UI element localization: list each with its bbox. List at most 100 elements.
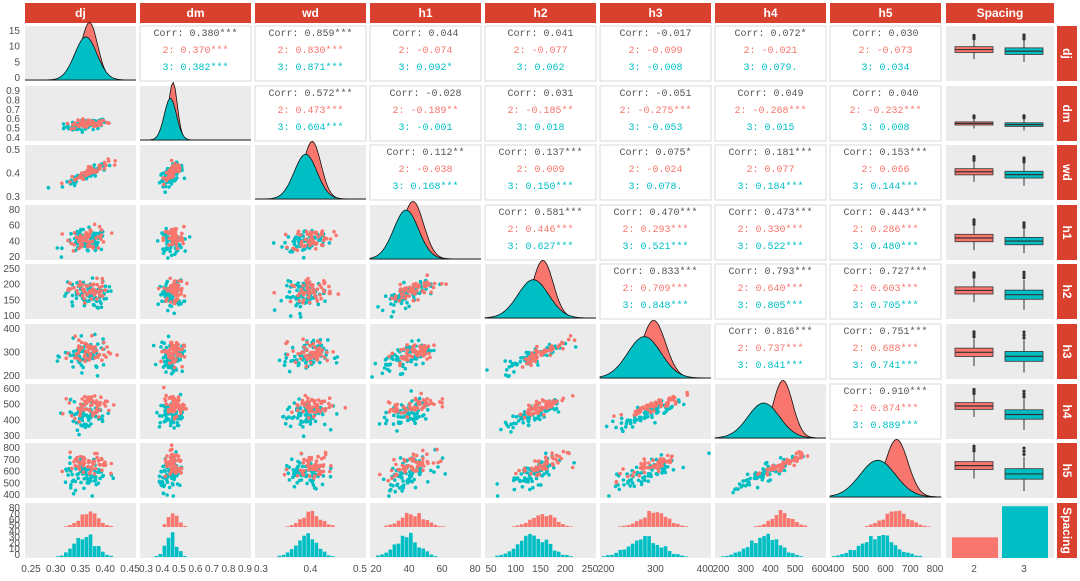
scatter-point (59, 255, 64, 259)
scatter-point (288, 314, 293, 318)
scatter-point (83, 394, 87, 399)
scatter-point (399, 348, 403, 352)
scatter-point (158, 420, 163, 425)
scatter-point (290, 250, 295, 254)
x-tick-label: 0.40 (96, 564, 116, 575)
scatter-point (168, 448, 173, 453)
panel-h2-h4: Corr: 0.793***2: 0.640***3: 0.805*** (714, 263, 827, 320)
histogram-bar (64, 552, 68, 557)
scatter-point (378, 472, 382, 477)
scatter-point (93, 174, 98, 178)
scatter-point (556, 410, 561, 414)
scatter-point (495, 482, 500, 486)
scatter-point (71, 365, 75, 369)
strip-top-dj: dj (25, 3, 136, 23)
scatter-point (96, 289, 101, 294)
scatter-point (159, 483, 164, 488)
scatter-point (626, 474, 630, 479)
scatter-point (63, 480, 68, 485)
histogram-bar (552, 550, 557, 557)
scatter-point (787, 458, 791, 463)
scatter-point (95, 297, 99, 301)
corr-value: Corr: 0.153*** (843, 147, 927, 159)
density-3 (484, 279, 596, 319)
scatter-point (92, 459, 97, 464)
scatter-point (387, 410, 392, 414)
x-tick-label: 0.3 (139, 564, 153, 575)
scatter-point (66, 473, 70, 477)
scatter-point (402, 410, 407, 415)
x-tick-label: 500 (852, 564, 869, 575)
y-tick-label: 0.5 (6, 124, 20, 135)
scatter-point (304, 229, 309, 234)
scatter-point (551, 456, 555, 461)
scatter-point (160, 231, 164, 235)
scatter-point (162, 483, 167, 488)
histogram-bar (499, 554, 503, 557)
histogram-bar (396, 543, 401, 557)
scatter-point (282, 363, 287, 368)
scatter-point (416, 402, 421, 406)
scatter-point (304, 348, 309, 352)
scatter-point (98, 294, 102, 298)
histogram-bar (84, 514, 89, 527)
scatter-point (180, 347, 184, 352)
y-tick-label: 0.4 (6, 169, 20, 180)
scatter-point (507, 374, 511, 378)
scatter-point (288, 424, 293, 429)
panel-wd-wd (255, 140, 366, 200)
scatter-point (548, 345, 553, 350)
scatter-point (513, 361, 517, 366)
scatter-point (408, 288, 412, 293)
box-outlier (1022, 273, 1026, 277)
corr-value: 3: 0.841*** (737, 360, 803, 372)
scatter-point (572, 461, 576, 465)
scatter-point (79, 480, 83, 485)
strip-top-h4: h4 (715, 3, 826, 23)
scatter-point (632, 484, 637, 489)
histogram-bar (647, 510, 651, 527)
scatter-point (313, 410, 318, 415)
strip-right-wd: wd (1057, 145, 1077, 200)
scatter-point (310, 409, 314, 414)
scatter-point (161, 464, 165, 469)
scatter-point (173, 345, 178, 350)
histogram-bar (68, 524, 72, 527)
scatter-point (86, 481, 91, 485)
scatter-point (272, 308, 277, 312)
histogram-bar (914, 555, 918, 557)
histogram-bar (84, 537, 89, 557)
scatter-point (393, 406, 398, 411)
scatter-point (645, 407, 650, 412)
scatter-point (330, 403, 334, 408)
corr-value: 2: -0.275*** (619, 105, 691, 117)
scatter-point (625, 419, 629, 424)
panel-h5-h5 (829, 438, 942, 498)
scatter-point (519, 356, 523, 360)
panel-dj-dj (25, 21, 136, 81)
scatter-point (770, 468, 774, 472)
scatter-point (383, 358, 388, 362)
strip-top-h3: h3 (600, 3, 711, 23)
scatter-point (731, 490, 735, 495)
scatter-point (395, 402, 400, 407)
histogram-bar (400, 517, 405, 527)
scatter-point (401, 486, 406, 490)
scatter-point (100, 419, 105, 424)
scatter-point (99, 247, 104, 252)
scatter-point (177, 279, 181, 283)
scatter-point (168, 303, 172, 308)
scatter-point (164, 370, 168, 374)
scatter-point (343, 405, 348, 410)
scatter-point (170, 344, 175, 348)
scatter-point (761, 475, 765, 480)
scatter-point (164, 246, 169, 250)
scatter-point (292, 473, 297, 478)
scatter-point (621, 478, 626, 482)
scatter-point (522, 469, 526, 473)
scatter-point (167, 236, 171, 241)
scatter-point (80, 235, 85, 240)
y-tick-label: 0.4 (6, 133, 20, 144)
scatter-point (73, 356, 77, 360)
